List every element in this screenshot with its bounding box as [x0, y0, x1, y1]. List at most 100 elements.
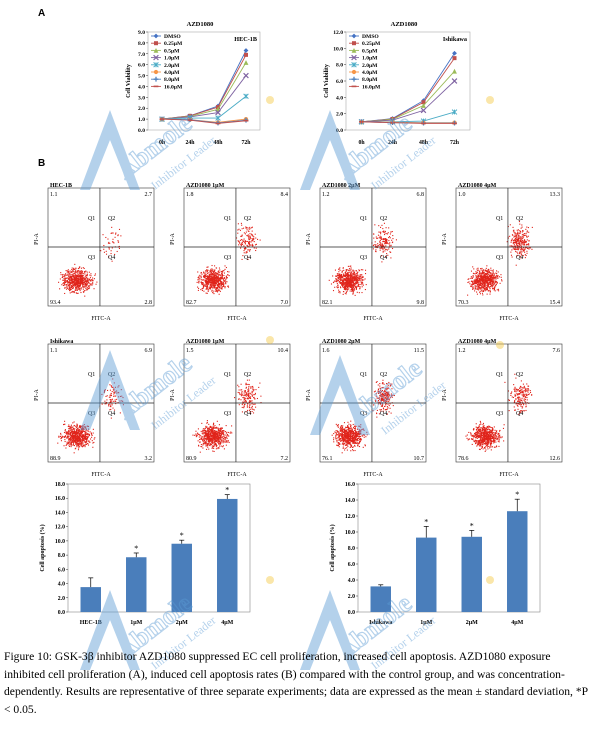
legend-marker: [351, 76, 357, 82]
y-tick-label: 16.0: [345, 482, 355, 488]
bar: [126, 557, 147, 612]
y-axis-label: Cell apoptosis (%): [39, 524, 46, 571]
q3-label: Q3: [496, 255, 503, 261]
legend-marker: [351, 62, 357, 68]
q3-label: Q3: [88, 255, 95, 261]
q3-label: Q3: [224, 255, 231, 261]
flow-scatter: [58, 226, 122, 297]
q2-label: Q2: [244, 216, 251, 222]
watermark-dot: [266, 96, 274, 104]
data-point: [421, 100, 426, 105]
flow-title: HEC-1B: [50, 183, 72, 189]
legend-label: 2.0μM: [164, 63, 180, 69]
bar: [461, 536, 482, 612]
y-tick-label: 0.0: [336, 128, 343, 134]
x-tick-label: 1μM: [420, 620, 432, 626]
x-tick-label: 4μM: [511, 620, 523, 626]
watermark-brand: Abmole: [331, 109, 417, 185]
q3-label: Q3: [360, 255, 367, 261]
q1-value: 1.1: [50, 348, 58, 354]
bar: [171, 543, 192, 612]
series-16.0μM: [359, 121, 457, 125]
x-tick-label: 2μM: [466, 620, 478, 626]
q2-label: Q2: [244, 372, 251, 378]
flow-plot: AZD1080 1μM 1.5 10.4 80.9 7.2 Q1 Q2 Q3 Q4 FITC-A P…: [170, 339, 291, 478]
q3-value: 93.4: [50, 300, 61, 306]
significance-marker: *: [225, 486, 229, 495]
watermark-dot: [486, 96, 494, 104]
flow-ylabel: PI-A: [442, 389, 448, 401]
y-tick-label: 6.0: [336, 79, 343, 85]
x-tick-label: 24h: [185, 140, 195, 146]
q2-value: 6.9: [145, 348, 153, 354]
series-line: [161, 75, 247, 120]
legend-label: 8.0μM: [362, 77, 378, 83]
legend-marker: [351, 54, 357, 61]
flow-title: AZD1080 2μM: [322, 183, 361, 189]
y-tick-label: 7.0: [138, 52, 145, 58]
plot-frame: [67, 483, 251, 613]
flow-ylabel: PI-A: [306, 389, 312, 401]
flow-plot: AZD1080 4μM 1.0 13.3 70.3 15.4 Q1 Q2 Q3 Q4 FITC-A…: [442, 183, 563, 322]
q1-value: 1.5: [186, 348, 194, 354]
legend-marker: [351, 48, 357, 53]
watermark-brand: Abmole: [111, 349, 197, 425]
y-tick-label: 12.0: [333, 30, 343, 36]
apoptosis-bar-chart-ishikawa: 0.0 2.0 4.0 6.0 8.0 10.0 12.0 14.0 16.0 Cell apop…: [329, 482, 541, 626]
line-chart-title: AZD1080: [187, 21, 214, 28]
q4-value: 3.2: [145, 456, 153, 462]
y-tick-label: 5.0: [138, 74, 145, 80]
legend-marker: [352, 41, 356, 46]
series-line: [161, 95, 247, 120]
flow-scatter: [328, 222, 397, 296]
legend-marker: [153, 48, 159, 53]
q1-label: Q1: [496, 372, 503, 378]
q4-label: Q4: [516, 411, 523, 417]
flow-scatter: [57, 378, 124, 454]
legend-marker: [153, 76, 159, 82]
flow-xlabel: FITC-A: [363, 316, 383, 322]
y-tick-label: 2.0: [348, 594, 355, 600]
y-tick-label: 4.0: [138, 84, 145, 90]
apoptosis-bar-chart-hec1b: 0.0 2.0 4.0 6.0 8.0 10.0 12.0 14.0 16.0 18.0 Cell …: [39, 482, 251, 626]
q2-value: 8.4: [281, 192, 289, 198]
q1-label: Q1: [224, 216, 231, 222]
q2-label: Q2: [380, 216, 387, 222]
y-tick-label: 1.0: [138, 117, 145, 123]
data-point: [452, 56, 457, 61]
q2-value: 13.3: [550, 192, 561, 198]
flow-ylabel: PI-A: [442, 233, 448, 245]
q1-label: Q1: [88, 372, 95, 378]
x-tick-label: 4μM: [221, 620, 233, 626]
x-tick-label: 0h: [159, 140, 166, 146]
significance-marker: *: [424, 517, 428, 526]
q4-value: 9.8: [417, 300, 425, 306]
legend-label: DMSO: [362, 34, 379, 40]
flow-ylabel: PI-A: [34, 233, 40, 245]
legend-label: 2.0μM: [362, 63, 378, 69]
q3-value: 70.3: [458, 300, 469, 306]
y-tick-label: 0.0: [58, 610, 65, 616]
flow-xlabel: FITC-A: [227, 316, 247, 322]
series-line: [361, 80, 455, 123]
x-tick-label: HEC-1B: [80, 620, 102, 626]
flow-ylabel: PI-A: [170, 389, 176, 401]
legend-marker: [154, 41, 158, 46]
legend-marker: [351, 69, 357, 75]
flow-scatter: [467, 221, 533, 296]
legend-label: 16.0μM: [362, 84, 381, 90]
legend-label: 0.5μM: [362, 48, 378, 54]
legend-label: 8.0μM: [164, 77, 180, 83]
y-tick-label: 8.0: [336, 63, 343, 69]
q4-value: 2.8: [145, 300, 153, 306]
watermark-dot: [486, 576, 494, 584]
flow-xlabel: FITC-A: [499, 472, 519, 478]
watermark-dot: [496, 341, 504, 349]
watermark-logo-shape: [300, 590, 360, 670]
y-tick-label: 3.0: [138, 95, 145, 101]
q1-label: Q1: [224, 372, 231, 378]
data-point: [421, 103, 426, 108]
